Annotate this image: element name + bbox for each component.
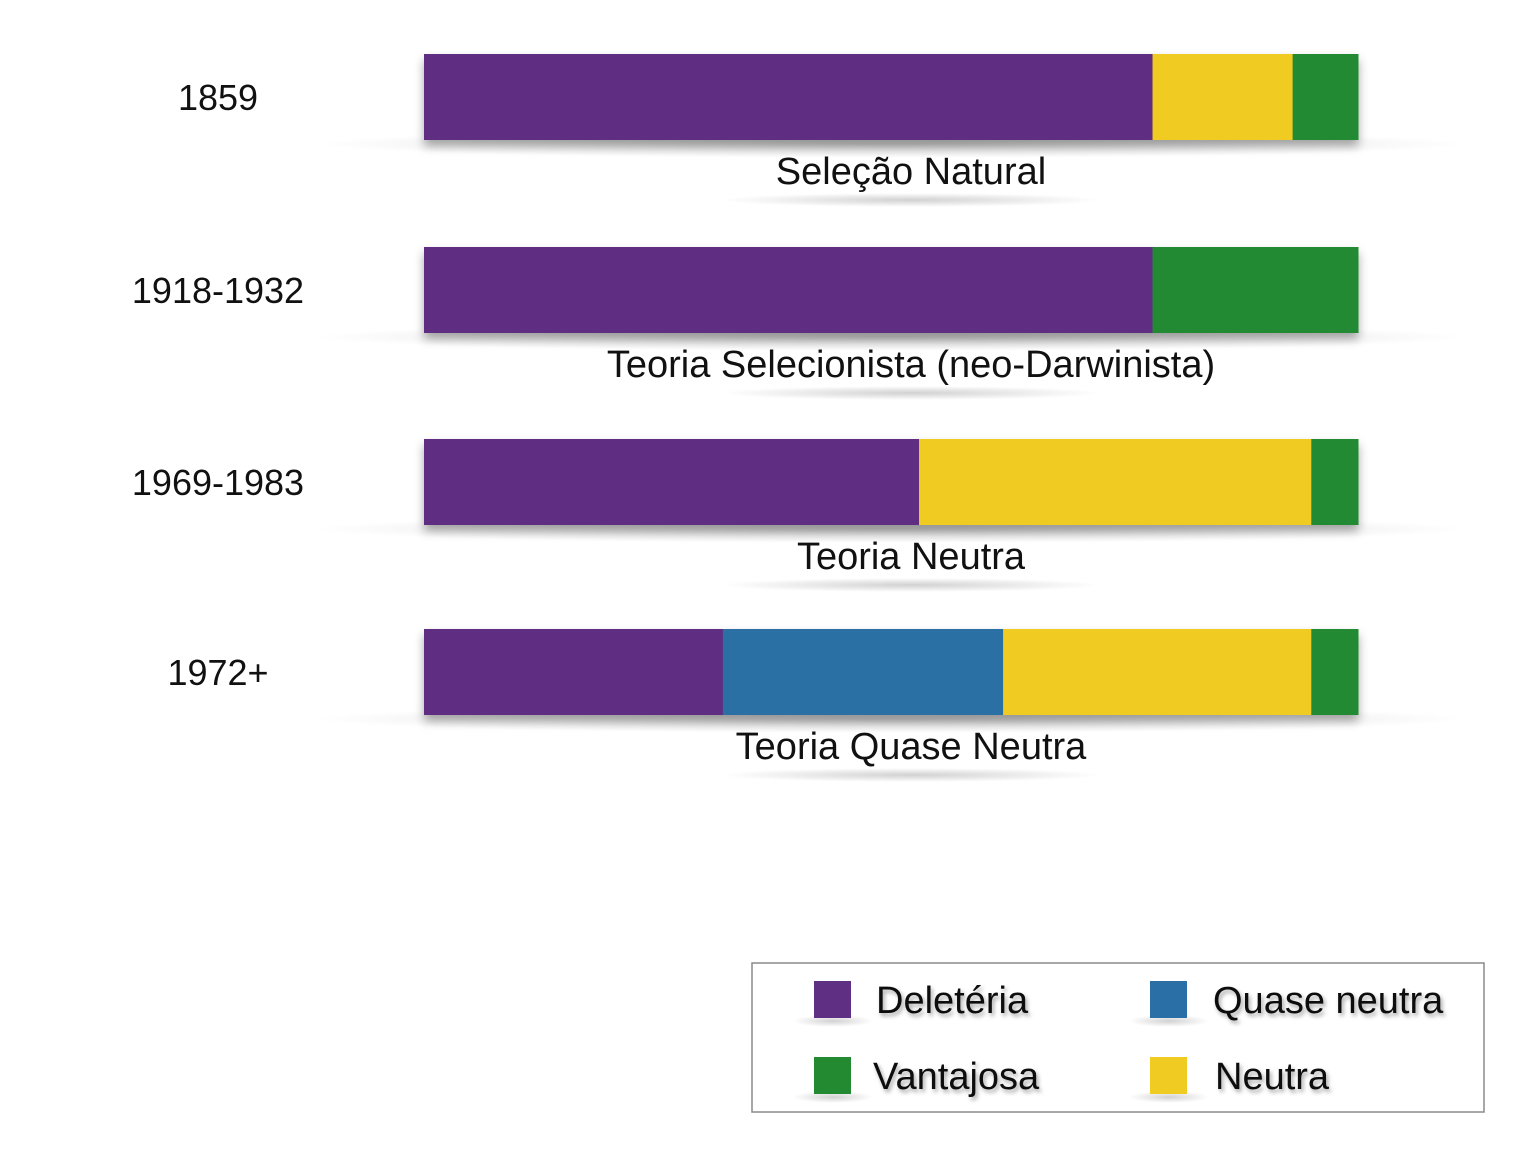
bar-stack xyxy=(424,54,1359,140)
theory-label-shadow xyxy=(721,193,1101,207)
year-label: 1972+ xyxy=(167,652,268,693)
legend-label: Deletéria xyxy=(876,980,1029,1022)
legend-label: Vantajosa xyxy=(873,1056,1040,1098)
bar-stack xyxy=(424,247,1359,333)
theory-label: Teoria Quase Neutra xyxy=(736,726,1087,768)
bar-stack xyxy=(424,439,1359,525)
bar-segment-vantajosa xyxy=(1292,54,1359,140)
legend-swatch xyxy=(1150,981,1187,1018)
bar-stack xyxy=(424,629,1359,715)
legend-swatch-shadow xyxy=(793,1091,873,1103)
legend-item: Vantajosa xyxy=(793,1056,1040,1103)
theory-label-shadow xyxy=(721,768,1101,782)
year-label: 1859 xyxy=(178,77,258,118)
legend-label: Quase neutra xyxy=(1213,980,1444,1022)
legend-frame xyxy=(751,962,1485,1113)
bar-segment-vantajosa xyxy=(1311,629,1359,715)
bar-segment-vantajosa xyxy=(1152,247,1359,333)
bar-row: 1969-1983 Teoria Neutra xyxy=(132,439,1468,592)
legend-item: Quase neutra xyxy=(1129,980,1444,1027)
bar-segment-vantajosa xyxy=(1311,439,1359,525)
legend-swatch-shadow xyxy=(1129,1091,1209,1103)
legend-swatch-shadow xyxy=(793,1015,873,1027)
legend-item: Neutra xyxy=(1129,1056,1330,1103)
bar-row: 1918-1932 Teoria Selecionista (neo-Darwin… xyxy=(132,247,1468,400)
bar-row: 1972+ Teoria Quase Neutra xyxy=(167,629,1468,782)
theory-label-shadow xyxy=(721,386,1101,400)
bar-segment-quase-neutra xyxy=(722,629,1004,715)
legend-label: Neutra xyxy=(1215,1056,1330,1098)
legend-swatch-shadow xyxy=(1129,1015,1209,1027)
year-label: 1918-1932 xyxy=(132,270,304,311)
legend-item: Deletéria xyxy=(793,980,1029,1027)
legend-swatch xyxy=(814,1057,851,1094)
year-label: 1969-1983 xyxy=(132,462,304,503)
bar-row: 1859 Seleção Natural xyxy=(178,54,1468,207)
theory-label: Seleção Natural xyxy=(776,151,1046,193)
theory-label-shadow xyxy=(721,578,1101,592)
bar-segment-neutra xyxy=(1003,629,1312,715)
legend: Deletéria Quase neutra Vantajosa Neutra xyxy=(751,962,1485,1113)
bar-segment-deleteria xyxy=(424,54,1154,140)
bar-segment-neutra xyxy=(919,439,1312,525)
bar-segment-deleteria xyxy=(424,247,1154,333)
theory-label: Teoria Selecionista (neo-Darwinista) xyxy=(607,344,1215,386)
bar-segment-deleteria xyxy=(424,439,920,525)
legend-swatch xyxy=(1150,1057,1187,1094)
bar-segment-deleteria xyxy=(424,629,724,715)
bar-segment-neutra xyxy=(1152,54,1294,140)
theory-label: Teoria Neutra xyxy=(797,536,1026,578)
legend-swatch xyxy=(814,981,851,1018)
bars-layer: 1859 Seleção Natural 1918-1932 Teoria Selec… xyxy=(132,54,1468,782)
